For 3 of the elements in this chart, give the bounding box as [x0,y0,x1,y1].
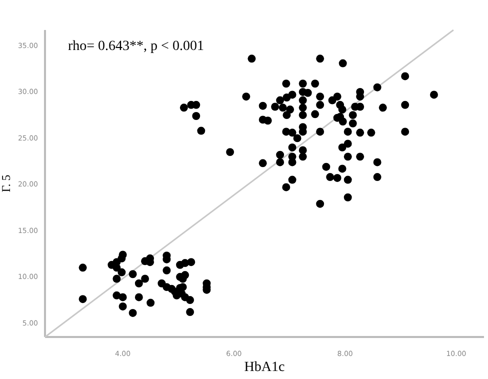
annotation: rho= 0.643**, p < 0.001 [68,39,204,54]
x-axis-title: HbA1c [244,360,285,375]
y-axis-title: Γ. 5 [0,174,13,192]
